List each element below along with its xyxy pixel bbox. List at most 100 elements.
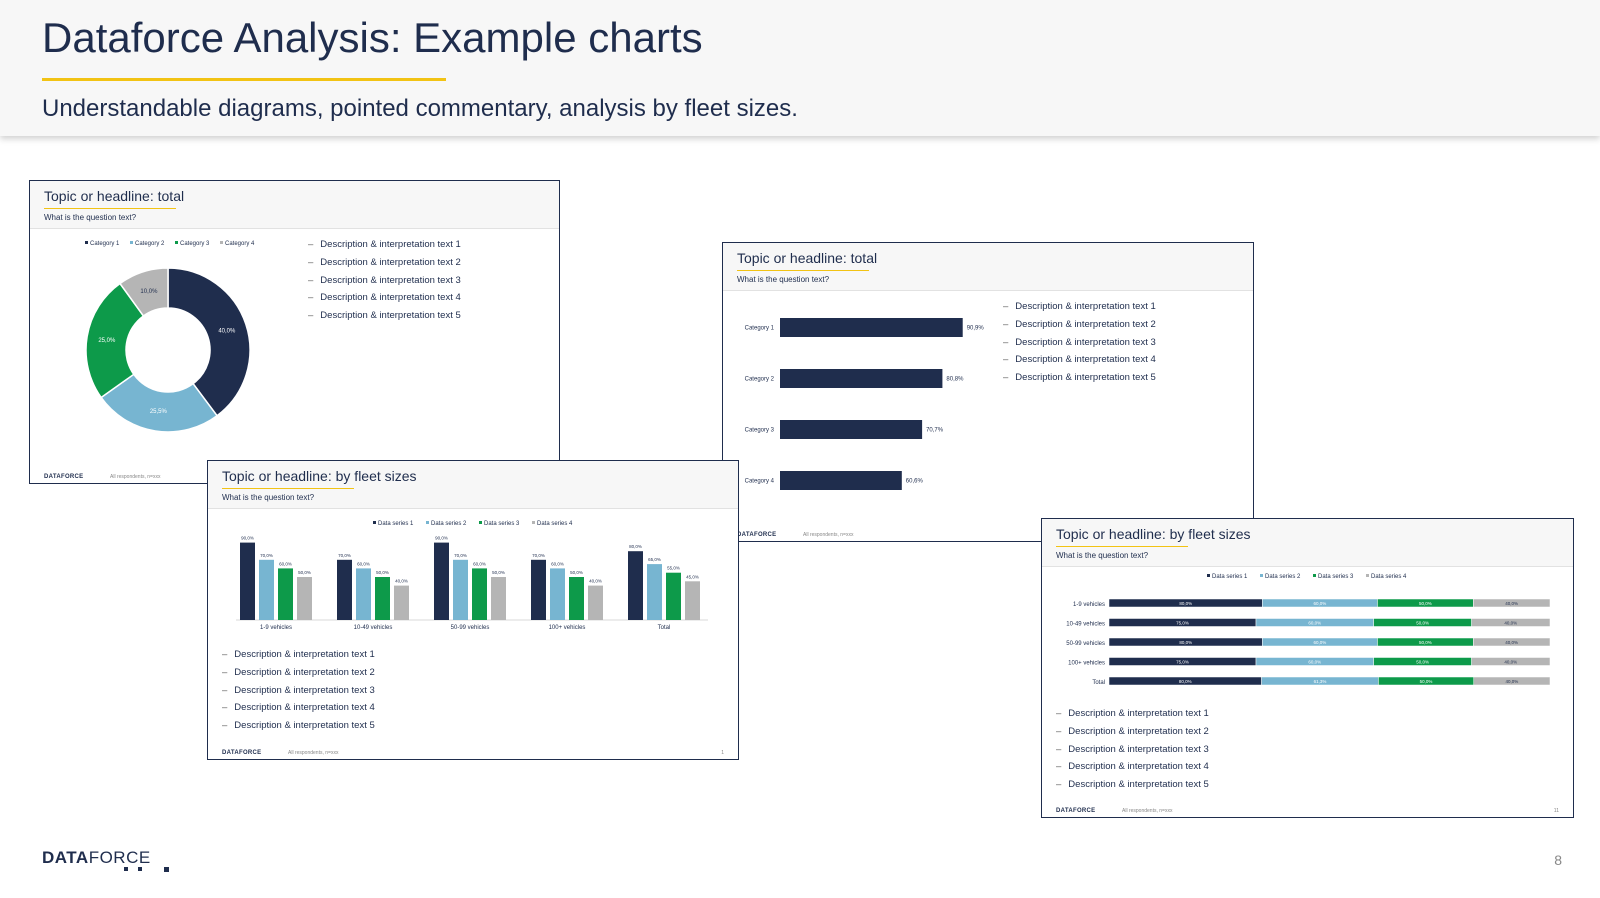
data-label: 80,0% xyxy=(1179,640,1192,645)
bar xyxy=(531,559,546,620)
data-label: 65,0% xyxy=(648,557,661,562)
bar xyxy=(278,568,293,620)
legend-swatch xyxy=(1260,574,1263,577)
page-subtitle: Understandable diagrams, pointed comment… xyxy=(42,95,798,122)
data-label: 75,0% xyxy=(1176,660,1189,665)
category-label: 10-49 vehicles xyxy=(354,625,393,631)
description-item: Description & interpretation text 3 xyxy=(1003,334,1155,352)
legend-entry: Data series 1 xyxy=(378,521,414,527)
bar xyxy=(297,577,312,620)
description-item: Description & interpretation text 4 xyxy=(1003,351,1155,369)
donut-slice xyxy=(100,373,219,433)
data-label: 50,0% xyxy=(376,570,389,575)
data-label: 50,0% xyxy=(1419,640,1432,645)
category-label: 100+ vehicles xyxy=(1068,661,1105,667)
data-label: 40,0% xyxy=(1505,640,1518,645)
data-label: 70,0% xyxy=(532,553,545,558)
legend-entry: Category 1 xyxy=(90,241,120,247)
bar xyxy=(780,369,943,388)
slide-page-number: 11 xyxy=(1553,808,1559,814)
data-label: 90,0% xyxy=(435,536,448,541)
horizontal-bar-chart: Category 1 90,9% Category 2 80,8% Category 3… xyxy=(745,318,984,490)
data-label: 40,0% xyxy=(1505,601,1518,606)
data-label: 70,0% xyxy=(338,553,351,558)
category-label: Total xyxy=(658,625,671,631)
data-label: 50,0% xyxy=(1416,621,1429,626)
donut-slice xyxy=(167,267,251,417)
bar xyxy=(666,572,681,620)
legend-swatch xyxy=(479,521,482,524)
slide-header: Topic or headline: total What is the que… xyxy=(723,243,1253,291)
data-label: 80,8% xyxy=(946,377,964,383)
description-item: Description & interpretation text 5 xyxy=(1003,369,1155,387)
bar xyxy=(453,559,468,620)
bar xyxy=(259,559,274,620)
bar xyxy=(356,568,371,620)
bar xyxy=(394,585,409,620)
page-number: 8 xyxy=(1554,852,1562,868)
legend-entry: Category 4 xyxy=(225,241,255,247)
bar xyxy=(434,542,449,620)
category-label: Category 4 xyxy=(745,479,775,485)
legend-swatch xyxy=(373,521,376,524)
legend-entry: Data series 3 xyxy=(1318,574,1354,580)
legend-entry: Data series 4 xyxy=(1371,574,1407,580)
slide-title: Topic or headline: total xyxy=(44,188,185,204)
description-list: Description & interpretation text 1 Desc… xyxy=(222,646,374,735)
description-item: Description & interpretation text 1 xyxy=(1056,705,1208,723)
data-label: 80,0% xyxy=(629,544,642,549)
page-header: Dataforce Analysis: Example charts Under… xyxy=(0,0,1600,136)
slide-question: What is the question text? xyxy=(222,493,315,502)
title-underline xyxy=(42,78,446,81)
description-item: Description & interpretation text 5 xyxy=(308,307,460,325)
bar xyxy=(491,577,506,620)
legend-entry: Data series 4 xyxy=(537,521,573,527)
bar-segment xyxy=(1473,637,1551,647)
bar-segment xyxy=(1473,676,1551,686)
category-label: 50-99 vehicles xyxy=(451,625,490,631)
data-label: 75,0% xyxy=(1176,621,1189,626)
data-label: 40,0% xyxy=(589,579,602,584)
slide-footnote: All respondents, n=xxx xyxy=(803,532,854,538)
bar xyxy=(569,577,584,620)
slide-page-number: 1 xyxy=(721,750,724,756)
data-label: 50,0% xyxy=(1416,660,1429,665)
slide-hbar-total: Topic or headline: total What is the que… xyxy=(722,242,1254,542)
legend-entry: Category 3 xyxy=(180,241,210,247)
description-item: Description & interpretation text 2 xyxy=(222,664,374,682)
legend-swatch xyxy=(220,241,223,244)
slide-header: Topic or headline: total What is the que… xyxy=(30,181,559,229)
slide-title: Topic or headline: by fleet sizes xyxy=(222,468,417,484)
bar xyxy=(780,420,923,439)
slide-title-underline xyxy=(44,208,176,209)
data-label: 70,7% xyxy=(926,428,944,434)
legend-entry: Data series 1 xyxy=(1212,574,1248,580)
description-item: Description & interpretation text 3 xyxy=(222,682,374,700)
data-label: 80,0% xyxy=(1179,679,1192,684)
category-label: 1-9 vehicles xyxy=(1073,602,1105,608)
data-label: 60,0% xyxy=(1308,660,1321,665)
data-label: 61,3% xyxy=(1314,679,1327,684)
slide-question: What is the question text? xyxy=(1056,551,1149,560)
slide-donut-total: Topic or headline: total What is the que… xyxy=(29,180,560,484)
description-item: Description & interpretation text 1 xyxy=(1003,298,1155,316)
slide-footnote: All respondents, n=xxx xyxy=(110,474,161,480)
data-label: 60,6% xyxy=(906,479,924,485)
data-label: 60,0% xyxy=(473,561,486,566)
category-label: Category 3 xyxy=(745,428,775,434)
description-item: Description & interpretation text 4 xyxy=(1056,758,1208,776)
data-label: 60,0% xyxy=(1308,621,1321,626)
data-label: 60,0% xyxy=(279,561,292,566)
slide-title-underline xyxy=(737,270,869,271)
data-label: 40,0% xyxy=(1504,660,1517,665)
legend-swatch xyxy=(426,521,429,524)
logo-dots-icon xyxy=(124,867,169,872)
data-label: 70,0% xyxy=(260,553,273,558)
data-label: 50,0% xyxy=(570,570,583,575)
description-list: Description & interpretation text 1 Desc… xyxy=(1003,298,1155,387)
slide-logo: DATAFORCE xyxy=(1056,808,1096,814)
legend-swatch xyxy=(1207,574,1210,577)
data-label: 80,0% xyxy=(1179,601,1192,606)
description-item: Description & interpretation text 4 xyxy=(222,699,374,717)
bar xyxy=(628,551,643,620)
